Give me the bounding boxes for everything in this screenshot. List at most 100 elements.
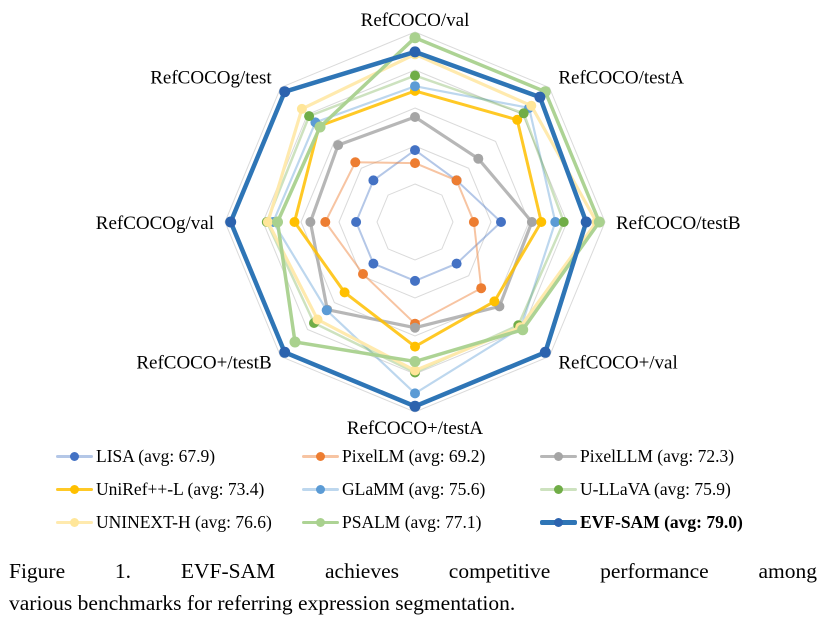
grid-ring	[300, 107, 530, 337]
radar-chart: RefCOCO/val RefCOCO/testA RefCOCO/testB Ref…	[96, 10, 741, 439]
axis-label-RefCOCO+/testA: RefCOCO+/testA	[347, 418, 484, 438]
series-point-UNINEXT-H	[262, 217, 273, 227]
series-point-LISA	[368, 258, 379, 269]
series-point-PixelLM	[320, 217, 331, 227]
series-point-U-LLaVA	[410, 70, 420, 81]
legend-label: UniRef++-L (avg: 73.4)	[96, 479, 265, 499]
axis-label-RefCOCO/val: RefCOCO/val	[361, 10, 470, 31]
legend-marker-icon	[540, 517, 577, 528]
series-point-LISA	[496, 217, 506, 227]
legend-marker-icon	[56, 484, 93, 495]
series-point-UniRef++-L	[339, 287, 350, 298]
series-point-PSALM	[409, 32, 421, 44]
legend-marker-icon	[302, 517, 339, 528]
legend-item-GLaMM: GLaMM (avg: 75.6)	[302, 479, 540, 500]
chart-legend: LISA (avg: 67.9) PixelLM (avg: 69.2) Pixel…	[56, 440, 801, 539]
legend-label: PixelLM (avg: 69.2)	[342, 446, 486, 466]
legend-marker-icon	[302, 451, 339, 462]
series-point-U-LLaVA	[558, 217, 569, 227]
series-point-PSALM	[593, 216, 605, 228]
series-point-EVF-SAM	[580, 216, 592, 228]
series-point-UniRef++-L	[512, 114, 523, 125]
series-point-GLaMM	[410, 81, 420, 92]
legend-item-PSALM: PSALM (avg: 77.1)	[302, 512, 540, 533]
series-line-PixelLM	[324, 161, 483, 325]
series-point-EVF-SAM	[539, 346, 551, 358]
legend-item-UniRef++-L: UniRef++-L (avg: 73.4)	[56, 479, 302, 500]
legend-marker-icon	[302, 484, 339, 495]
caption-line-2: various benchmarks for referring express…	[9, 591, 516, 616]
series-point-PixelLLM	[526, 217, 537, 227]
legend-label: PixelLLM (avg: 72.3)	[580, 446, 735, 466]
legend-item-PixelLM: PixelLM (avg: 69.2)	[302, 446, 540, 467]
series-point-LISA	[368, 175, 379, 186]
legend-item-EVF-SAM: EVF-SAM (avg: 79.0)	[540, 512, 801, 533]
figure-caption: Figure 1. EVF-SAM achieves competitive p…	[9, 555, 817, 620]
legend-label: PSALM (avg: 77.1)	[342, 512, 482, 532]
series-point-PixelLLM	[305, 217, 316, 227]
series-point-UNINEXT-H	[410, 365, 420, 376]
axis-label-RefCOCO/testB: RefCOCO/testB	[616, 213, 741, 234]
grid-ring	[224, 31, 606, 413]
series-point-EVF-SAM	[279, 86, 291, 98]
series-point-UNINEXT-H	[526, 100, 537, 111]
caption-line-1: Figure 1. EVF-SAM achieves competitive p…	[9, 559, 817, 583]
series-point-PixelLM	[358, 269, 368, 279]
series-point-UniRef++-L	[289, 217, 300, 227]
series-point-PixelLM	[468, 217, 479, 227]
series-point-PSALM	[517, 324, 529, 336]
legend-label: U-LLaVA (avg: 75.9)	[580, 479, 731, 499]
legend-marker-icon	[56, 517, 93, 528]
legend-label: GLaMM (avg: 75.6)	[342, 479, 486, 499]
series-point-GLaMM	[321, 305, 332, 316]
series-point-PixelLLM	[410, 112, 420, 122]
series-point-LISA	[451, 258, 462, 269]
series-point-LISA	[351, 217, 362, 227]
series-point-PixelLM	[476, 283, 487, 294]
axis-label-RefCOCOg/test: RefCOCOg/test	[150, 68, 272, 89]
axis-label-RefCOCOg/val: RefCOCOg/val	[96, 213, 214, 234]
legend-item-U-LLaVA: U-LLaVA (avg: 75.9)	[540, 479, 801, 500]
series-point-LISA	[410, 145, 420, 156]
legend-marker-icon	[56, 451, 93, 462]
series-point-UniRef++-L	[536, 217, 547, 227]
grid-ring	[376, 183, 454, 261]
legend-label: LISA (avg: 67.9)	[96, 446, 216, 466]
legend-marker-icon	[540, 484, 577, 495]
series-point-EVF-SAM	[225, 216, 237, 228]
axis-label-RefCOCO/testA: RefCOCO/testA	[558, 68, 684, 89]
axis-label-RefCOCO+/val: RefCOCO+/val	[558, 352, 677, 373]
series-point-EVF-SAM	[279, 346, 291, 358]
series-point-LISA	[410, 275, 420, 286]
legend-label: UNINEXT-H (avg: 76.6)	[96, 512, 272, 532]
series-point-PSALM	[289, 336, 301, 348]
axis-label-RefCOCO+/testB: RefCOCO+/testB	[136, 352, 271, 373]
series-point-PixelLM	[350, 157, 361, 168]
series-point-EVF-SAM	[534, 91, 546, 103]
legend-item-PixelLLM: PixelLLM (avg: 72.3)	[540, 446, 801, 467]
series-point-GLaMM	[550, 217, 561, 227]
legend-item-LISA: LISA (avg: 67.9)	[56, 446, 302, 467]
series-point-GLaMM	[410, 388, 420, 399]
series-point-EVF-SAM	[409, 400, 421, 412]
series-point-UniRef++-L	[489, 296, 500, 307]
series-point-PixelLLM	[333, 140, 344, 151]
series-point-U-LLaVA	[304, 111, 315, 122]
series-point-U-LLaVA	[518, 108, 529, 119]
series-point-PSALM	[272, 216, 283, 228]
series-point-UNINEXT-H	[312, 314, 323, 325]
series-point-UniRef++-L	[410, 341, 420, 352]
series-point-PSALM	[314, 121, 326, 133]
radar-chart-svg: RefCOCO/val RefCOCO/testA RefCOCO/testB Ref…	[96, 10, 741, 439]
grid-ring	[338, 145, 492, 299]
series-point-PixelLM	[410, 158, 420, 169]
series-point-UNINEXT-H	[296, 103, 307, 114]
legend-label: EVF-SAM (avg: 79.0)	[580, 512, 743, 532]
series-point-PSALM	[409, 356, 421, 367]
series-point-PixelLLM	[473, 153, 484, 164]
legend-marker-icon	[540, 451, 577, 462]
series-point-PixelLLM	[410, 322, 420, 333]
series-point-PixelLM	[451, 175, 462, 186]
legend-item-UNINEXT-H: UNINEXT-H (avg: 76.6)	[56, 512, 302, 533]
